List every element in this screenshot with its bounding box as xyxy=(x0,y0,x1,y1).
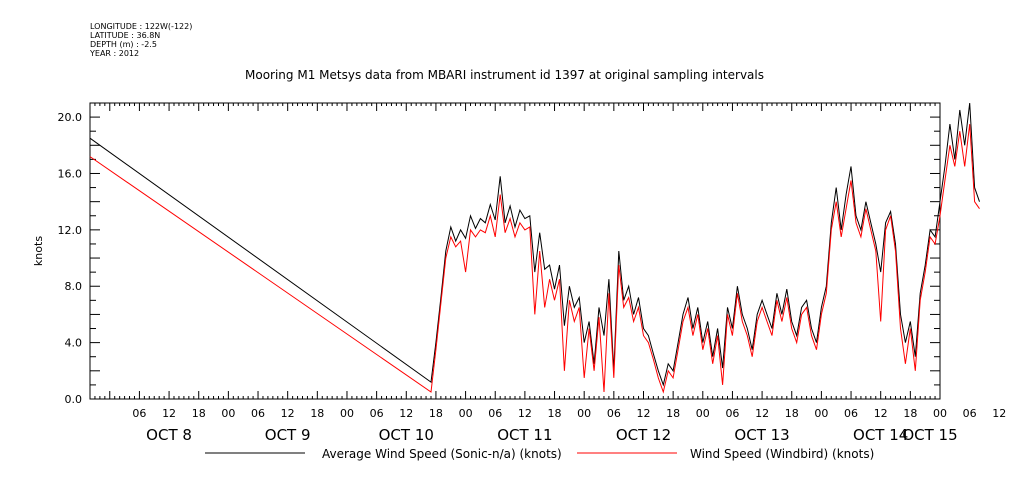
x-day-label: OCT 14 xyxy=(853,426,908,444)
x-hour-label: 18 xyxy=(785,407,799,420)
x-hour-label: 06 xyxy=(607,407,621,420)
y-tick-label: 4.0 xyxy=(65,337,83,350)
y-tick-label: 20.0 xyxy=(58,111,83,124)
x-hour-label: 06 xyxy=(725,407,739,420)
x-hour-label: 00 xyxy=(340,407,354,420)
series-line-2 xyxy=(89,124,980,394)
meta-depth: DEPTH (m) : -2.5 xyxy=(90,40,157,49)
x-hour-label: 18 xyxy=(666,407,680,420)
x-hour-label: 12 xyxy=(281,407,295,420)
x-day-label: OCT 12 xyxy=(616,426,671,444)
x-hour-label: 12 xyxy=(162,407,176,420)
y-axis-label: knots xyxy=(32,236,45,266)
x-hour-label: 12 xyxy=(399,407,413,420)
meta-year: YEAR : 2012 xyxy=(90,49,140,58)
x-day-label: OCT 11 xyxy=(497,426,552,444)
x-hour-label: 12 xyxy=(636,407,650,420)
meta-longitude: LONGITUDE : 122W(-122) xyxy=(90,22,193,31)
x-hour-label: 00 xyxy=(221,407,235,420)
series-line-1 xyxy=(89,102,980,387)
chart-axes: 0.0 4.0 8.0 12.0 16.0 20.0 knots 06 12 18 00 06 12 18… xyxy=(32,102,1006,444)
x-hour-label: 18 xyxy=(429,407,443,420)
x-day-label: OCT 15 xyxy=(902,426,957,444)
x-hour-label: 06 xyxy=(132,407,146,420)
x-day-label: OCT 13 xyxy=(734,426,789,444)
x-hour-label: 06 xyxy=(488,407,502,420)
x-hour-label: 06 xyxy=(844,407,858,420)
plot-frame xyxy=(89,102,941,400)
y-tick-label: 16.0 xyxy=(58,167,83,180)
x-hour-label: 00 xyxy=(814,407,828,420)
x-day-label: OCT 10 xyxy=(379,426,434,444)
x-hour-label: 00 xyxy=(696,407,710,420)
x-hour-label: 12 xyxy=(755,407,769,420)
x-hour-label: 06 xyxy=(370,407,384,420)
x-hour-label: 18 xyxy=(310,407,324,420)
meta-latitude: LATITUDE : 36.8N xyxy=(90,31,161,40)
x-hour-label: 06 xyxy=(963,407,977,420)
x-hour-label: 12 xyxy=(874,407,888,420)
y-tick-label: 8.0 xyxy=(65,280,83,293)
x-hour-label: 00 xyxy=(459,407,473,420)
y-tick-label: 0.0 xyxy=(65,393,83,406)
x-hour-label: 18 xyxy=(548,407,562,420)
x-hour-label: 00 xyxy=(577,407,591,420)
x-hour-label: 12 xyxy=(992,407,1006,420)
x-hour-label: 12 xyxy=(518,407,532,420)
legend-label-2: Wind Speed (Windbird) (knots) xyxy=(690,447,874,461)
x-day-label: OCT 9 xyxy=(265,426,311,444)
x-hour-label: 06 xyxy=(251,407,265,420)
chart-lines xyxy=(89,102,980,394)
x-hour-label: 18 xyxy=(192,407,206,420)
y-tick-label: 12.0 xyxy=(58,224,83,237)
x-hour-label: 00 xyxy=(933,407,947,420)
x-day-label: OCT 8 xyxy=(146,426,192,444)
x-hour-label: 18 xyxy=(903,407,917,420)
chart-title: Mooring M1 Metsys data from MBARI instru… xyxy=(245,68,764,82)
chart-legend: Average Wind Speed (Sonic-n/a) (knots) Wi… xyxy=(205,447,874,461)
legend-label-1: Average Wind Speed (Sonic-n/a) (knots) xyxy=(322,447,562,461)
